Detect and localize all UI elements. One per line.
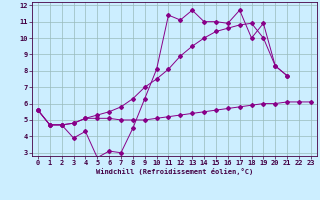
X-axis label: Windchill (Refroidissement éolien,°C): Windchill (Refroidissement éolien,°C) [96, 168, 253, 175]
